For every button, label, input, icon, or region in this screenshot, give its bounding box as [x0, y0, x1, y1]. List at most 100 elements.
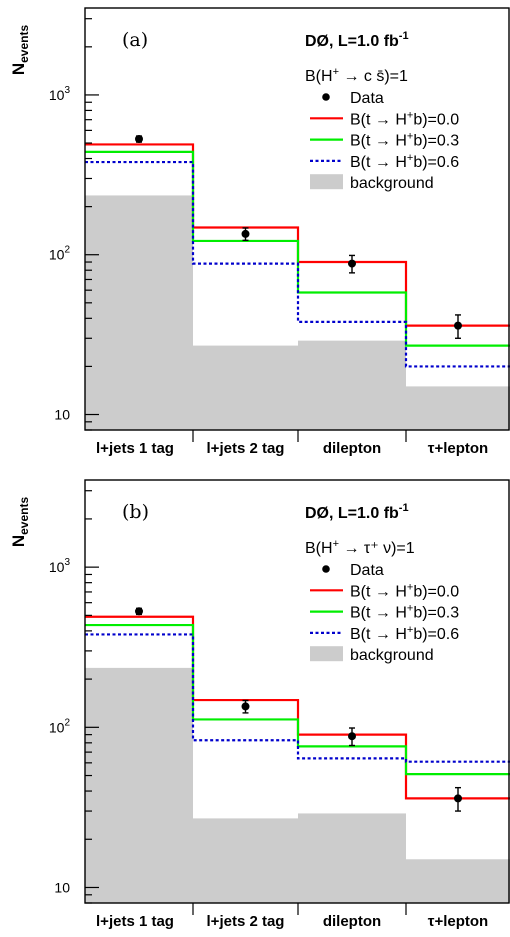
legend-data-label: Data — [350, 90, 384, 107]
legend-label-main: B(t → H — [350, 605, 407, 622]
legend-label-rest: b)=0.3 — [413, 605, 459, 622]
experiment-title: DØ, L=1.0 fb-1 — [305, 30, 409, 50]
legend-label-rest: b)=0.0 — [413, 583, 459, 600]
condition-rest: → τ⁺ ν)=1 — [339, 540, 415, 557]
legend-background-swatch — [310, 646, 343, 662]
legend-label-main: B(t → H — [350, 154, 407, 171]
x-category-label: dilepton — [323, 913, 381, 930]
data-point — [454, 794, 462, 803]
x-category-label: l+jets 2 tag — [207, 440, 285, 457]
condition-text: B(H+ → τ⁺ ν)=1 — [305, 538, 415, 557]
experiment-title: DØ, L=1.0 fb-1 — [305, 502, 409, 522]
y-tick-base: 10 — [54, 407, 70, 423]
data-point — [241, 702, 250, 711]
condition-rest: → c s̄)=1 — [339, 68, 408, 85]
legend-data-marker — [322, 565, 330, 573]
y-axis-label-main: N — [9, 63, 28, 75]
x-category-label: l+jets 2 tag — [207, 913, 285, 930]
plot-frame — [84, 7, 510, 431]
y-tick-base: 10 — [54, 879, 70, 895]
background-bar — [193, 345, 298, 430]
experiment-sup: -1 — [399, 502, 409, 514]
plot-frame — [84, 479, 510, 904]
background-bar — [193, 818, 298, 903]
y-axis-label-main: N — [9, 535, 28, 547]
legend-label-main: B(t → H — [350, 133, 407, 150]
y-tick-label: 10 — [54, 407, 70, 423]
experiment-text: DØ, L=1.0 fb — [305, 505, 399, 522]
y-tick-label: 103 — [49, 85, 71, 103]
background-bar — [298, 813, 406, 903]
y-tick-label: 103 — [49, 557, 71, 575]
legend-label-green: B(t → H+b)=0.3 — [350, 603, 459, 622]
legend-label-main: B(t → H — [350, 626, 407, 643]
series-line-blue — [85, 633, 510, 763]
condition-sup: + — [333, 66, 339, 78]
y-axis-label: Nevents — [9, 25, 31, 76]
background-bar — [85, 195, 193, 430]
legend-label-blue: B(t → H+b)=0.6 — [350, 624, 459, 643]
condition-main: B(H — [305, 540, 333, 557]
data-point — [135, 134, 143, 143]
panel-label: (b) — [122, 501, 149, 523]
y-tick-exp: 3 — [64, 85, 70, 96]
condition-main: B(H — [305, 68, 333, 85]
panel-label: (a) — [122, 29, 148, 51]
y-tick-label: 10 — [54, 879, 70, 895]
series-line-blue — [85, 160, 510, 368]
x-category-label: τ+lepton — [428, 913, 488, 930]
y-tick-exp: 2 — [64, 717, 70, 728]
legend-label-rest: b)=0.6 — [413, 626, 459, 643]
y-axis-label: Nevents — [9, 497, 31, 548]
legend-label-rest: b)=0.3 — [413, 133, 459, 150]
legend-label-red: B(t → H+b)=0.0 — [350, 581, 459, 600]
y-tick-base: 10 — [49, 559, 65, 575]
series-line-green — [85, 623, 510, 776]
background-bar — [298, 340, 406, 430]
background-bar — [406, 386, 510, 430]
x-category-label: dilepton — [323, 440, 381, 457]
legend-label-rest: b)=0.0 — [413, 111, 459, 128]
legend-label-blue: B(t → H+b)=0.6 — [350, 152, 459, 171]
legend-data-label: Data — [350, 562, 384, 579]
legend-background-label: background — [350, 175, 434, 192]
legend-label-sup: + — [407, 624, 413, 636]
condition-text: B(H+ → c s̄)=1 — [305, 66, 408, 85]
legend-label-main: B(t → H — [350, 111, 407, 128]
legend-label-sup: + — [407, 109, 413, 121]
experiment-sup: -1 — [399, 30, 409, 42]
background-bar — [406, 859, 510, 903]
legend-label-main: B(t → H — [350, 583, 407, 600]
y-axis-label-sub: events — [17, 25, 31, 63]
x-category-label: l+jets 1 tag — [96, 440, 174, 457]
legend-label-green: B(t → H+b)=0.3 — [350, 131, 459, 150]
data-point — [348, 732, 356, 741]
data-point — [241, 229, 250, 238]
legend-label-sup: + — [407, 131, 413, 143]
x-category-label: τ+lepton — [428, 440, 488, 457]
data-point — [454, 321, 462, 330]
y-tick-exp: 3 — [64, 557, 70, 568]
background-bar — [85, 667, 193, 903]
legend-label-rest: b)=0.6 — [413, 154, 459, 171]
y-tick-base: 10 — [49, 247, 65, 263]
condition-sup: + — [333, 538, 339, 550]
y-axis-label-sub: events — [17, 497, 31, 535]
legend-background-label: background — [350, 647, 434, 664]
legend-data-marker — [322, 93, 330, 101]
x-category-label: l+jets 1 tag — [96, 913, 174, 930]
legend-label-sup: + — [407, 603, 413, 615]
y-tick-label: 102 — [49, 245, 71, 263]
legend-label-sup: + — [407, 152, 413, 164]
legend-label-red: B(t → H+b)=0.0 — [350, 109, 459, 128]
y-tick-base: 10 — [49, 719, 65, 735]
y-tick-exp: 2 — [64, 245, 70, 256]
legend-label-sup: + — [407, 581, 413, 593]
data-point — [135, 607, 143, 616]
experiment-text: DØ, L=1.0 fb — [305, 33, 399, 50]
y-tick-base: 10 — [49, 87, 65, 103]
